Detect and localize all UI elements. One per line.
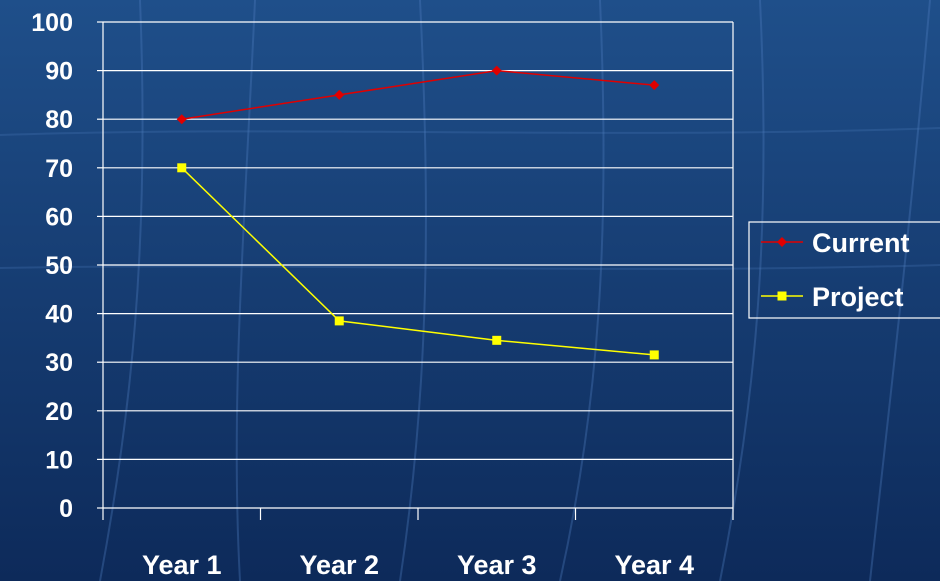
series-line-project: [181, 167, 655, 356]
legend-marker-current: [777, 237, 787, 247]
data-point-project: [492, 335, 502, 345]
data-point-current: [649, 80, 660, 91]
gridlines: [103, 21, 734, 508]
y-tick-label: 70: [45, 155, 73, 183]
legend-box: [748, 221, 940, 319]
axes: 0 10 20 30 40 50 60 70 80 90 100 Year 1 Year 2 Year 3…: [31, 9, 734, 580]
data-point-project: [334, 316, 344, 326]
y-tick-label: 80: [45, 106, 73, 134]
y-tick-label: 50: [45, 252, 73, 280]
x-category-label: Year 3: [457, 550, 537, 580]
legend-label-project: Project: [812, 282, 904, 312]
series-project: [177, 163, 659, 360]
data-point-project: [649, 350, 659, 360]
data-point-current: [176, 114, 187, 125]
y-tick-label: 40: [45, 301, 73, 329]
x-category-label: Year 4: [614, 550, 694, 580]
y-tick-label: 100: [31, 9, 73, 37]
series-line-current: [181, 69, 655, 120]
series-current: [176, 65, 660, 125]
y-tick-label: 10: [45, 446, 73, 474]
data-point-current: [491, 65, 502, 76]
data-point-project: [177, 163, 187, 173]
y-tick-label: 0: [59, 495, 73, 523]
legend: Current Project: [748, 221, 940, 319]
data-point-current: [334, 89, 345, 100]
legend-label-current: Current: [812, 228, 910, 258]
legend-marker-project: [777, 291, 787, 301]
y-tick-label: 20: [45, 398, 73, 426]
y-tick-label: 90: [45, 58, 73, 86]
y-tick-label: 30: [45, 349, 73, 377]
x-category-label: Year 2: [299, 550, 379, 580]
series: [176, 65, 660, 360]
y-tick-label: 60: [45, 203, 73, 231]
x-category-label: Year 1: [142, 550, 222, 580]
